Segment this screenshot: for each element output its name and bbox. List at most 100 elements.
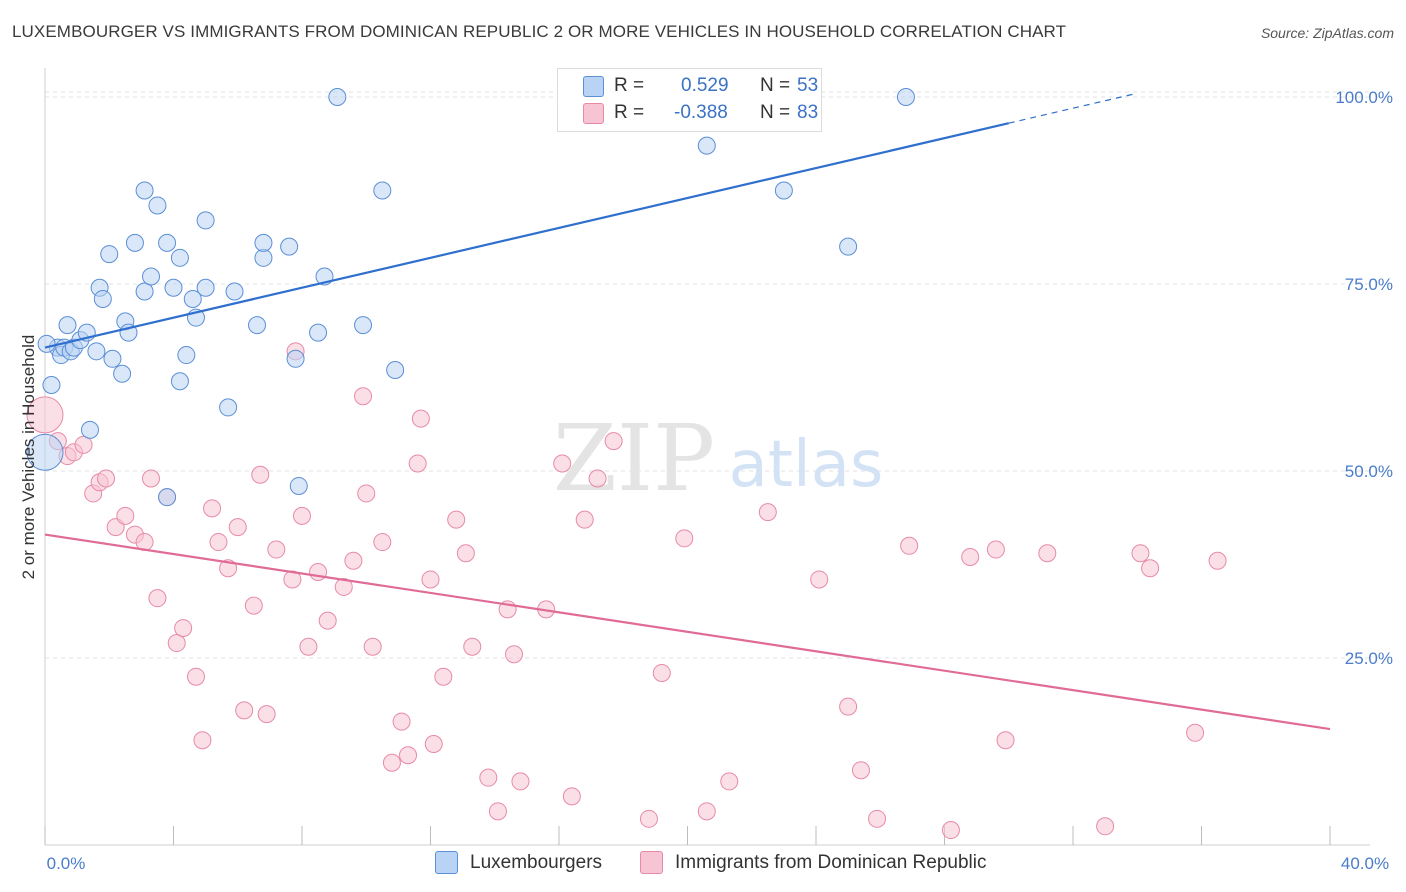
bottom-legend-immigrants: Immigrants from Dominican Republic (640, 851, 987, 874)
data-point (289, 476, 308, 495)
data-point (196, 278, 215, 297)
source-label: Source: ZipAtlas.com (1260, 25, 1394, 41)
data-point (774, 181, 793, 200)
data-point (357, 484, 376, 503)
data-point (1096, 817, 1115, 836)
legend-n-label: N = (760, 102, 791, 123)
data-point (248, 316, 267, 335)
legend: R = 0.529 N = 53 R = -0.388 N = 83 (557, 68, 822, 132)
data-point (392, 712, 411, 731)
data-point (511, 772, 530, 791)
data-point (1038, 544, 1057, 563)
data-point (354, 316, 373, 335)
data-point (135, 181, 154, 200)
data-point (244, 596, 263, 615)
trend-line-luxembourgers (44, 122, 1009, 349)
data-point (839, 697, 858, 716)
data-point (986, 540, 1005, 559)
data-point (203, 499, 222, 518)
data-point (399, 746, 418, 765)
grid-lines (45, 91, 1370, 659)
data-point (328, 88, 347, 106)
y-tick-labels: 25.0% 50.0% 75.0% 100.0% (1335, 88, 1393, 668)
data-point (74, 435, 93, 454)
data-point (158, 233, 177, 252)
data-point (553, 454, 572, 473)
legend-swatch-blue (583, 76, 604, 97)
data-point (675, 529, 694, 548)
data-point (286, 349, 305, 368)
data-point (463, 637, 482, 656)
data-point (97, 469, 116, 488)
data-point (411, 409, 430, 428)
data-point (174, 619, 193, 638)
y-tick-label: 50.0% (1345, 462, 1393, 481)
data-point (354, 387, 373, 406)
data-point (996, 731, 1015, 750)
data-point (1131, 544, 1150, 563)
data-point (505, 645, 524, 664)
data-point (479, 768, 498, 787)
data-point (113, 364, 132, 383)
data-point (100, 245, 119, 264)
legend-n-value: 53 (797, 75, 819, 96)
series-luxembourgers-points (26, 88, 915, 507)
data-point (87, 342, 106, 361)
y-tick-label: 75.0% (1345, 275, 1393, 294)
data-point (447, 510, 466, 529)
data-point (167, 634, 186, 653)
data-point (193, 731, 212, 750)
data-point (267, 540, 286, 559)
data-point (604, 432, 623, 451)
data-point (228, 518, 247, 537)
data-point (164, 278, 183, 297)
trend-line-immigrants (44, 533, 1331, 731)
data-point (386, 361, 405, 380)
data-point (373, 533, 392, 552)
data-point (183, 289, 202, 308)
data-point (839, 237, 858, 256)
x-tick-label-max: 40.0% (1341, 854, 1389, 873)
data-point (142, 267, 161, 286)
data-point (254, 248, 273, 267)
bottom-legend-swatch-pink (640, 851, 663, 874)
data-point (235, 701, 254, 720)
data-point (225, 282, 244, 301)
data-point (588, 469, 607, 488)
data-point (652, 663, 671, 682)
y-tick-label: 25.0% (1345, 649, 1393, 668)
legend-r-value: -0.388 (674, 102, 728, 123)
data-point (26, 396, 64, 434)
data-point (344, 551, 363, 570)
data-point (93, 289, 112, 308)
legend-r-label: R = (614, 75, 645, 96)
data-point (148, 196, 167, 215)
data-point (639, 809, 658, 828)
data-point (421, 570, 440, 589)
data-point (125, 233, 144, 252)
data-point (363, 637, 382, 656)
bottom-legend-label: Immigrants from Dominican Republic (675, 851, 987, 873)
bottom-legend-luxembourgers: Luxembourgers (435, 851, 602, 874)
trend-line-luxembourgers-extension (1008, 92, 1138, 124)
data-point (697, 802, 716, 821)
data-point (142, 469, 161, 488)
data-point (408, 454, 427, 473)
data-point (170, 372, 189, 391)
data-point (900, 536, 919, 555)
data-point (456, 544, 475, 563)
data-point (254, 233, 273, 252)
data-point (116, 506, 135, 525)
watermark: ZIP atlas (553, 405, 883, 512)
watermark-atlas: atlas (729, 428, 884, 502)
data-point (562, 787, 581, 806)
data-point (1208, 551, 1227, 570)
data-point (219, 398, 238, 417)
data-point (293, 506, 311, 525)
data-point (851, 761, 870, 780)
data-point (186, 667, 205, 686)
data-point (941, 821, 960, 840)
legend-r-value: 0.529 (681, 75, 729, 96)
data-point (26, 433, 64, 471)
